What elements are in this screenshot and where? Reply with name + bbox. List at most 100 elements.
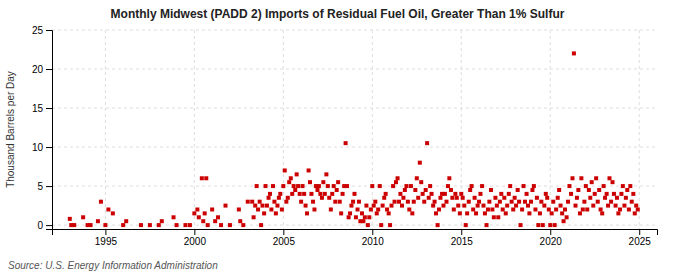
point [433, 200, 437, 204]
point [363, 215, 367, 219]
axis-line [53, 230, 658, 236]
point [72, 223, 76, 227]
point [262, 211, 266, 215]
point [444, 200, 448, 204]
point [581, 207, 585, 211]
point [341, 192, 345, 196]
point [99, 200, 103, 204]
point [557, 188, 561, 192]
point [413, 188, 417, 192]
point [274, 211, 278, 215]
point [393, 200, 397, 204]
point [529, 200, 533, 204]
point [264, 184, 268, 188]
point [311, 200, 315, 204]
point [103, 223, 107, 227]
point [354, 215, 358, 219]
point [299, 200, 303, 204]
point [612, 192, 616, 196]
point [384, 192, 388, 196]
point [160, 219, 164, 223]
point [309, 192, 313, 196]
point [501, 207, 505, 211]
grid-line-y [52, 30, 657, 31]
point [360, 211, 364, 215]
point [237, 207, 241, 211]
point [431, 204, 435, 208]
point [478, 192, 482, 196]
point [590, 180, 594, 184]
point [523, 200, 527, 204]
point [200, 176, 204, 180]
point [438, 196, 442, 200]
point [419, 180, 423, 184]
point [492, 215, 496, 219]
point [593, 192, 597, 196]
point [541, 223, 545, 227]
point [307, 168, 311, 172]
tick-mark [46, 147, 52, 148]
point [560, 211, 564, 215]
point [565, 215, 569, 219]
point [522, 184, 526, 188]
point [525, 192, 529, 196]
point [621, 184, 625, 188]
point [461, 196, 465, 200]
point [267, 196, 271, 200]
point [271, 184, 275, 188]
point [606, 204, 610, 208]
point [272, 200, 276, 204]
tick-mark [639, 229, 640, 235]
point [428, 184, 432, 188]
point [600, 211, 604, 215]
grid-line-y [52, 147, 657, 148]
point [68, 217, 72, 221]
tick-mark [46, 225, 52, 226]
point [344, 141, 348, 145]
point [511, 207, 515, 211]
point [373, 200, 377, 204]
point [361, 219, 365, 223]
point [241, 223, 245, 227]
point [490, 207, 494, 211]
point [81, 215, 85, 219]
point [318, 192, 322, 196]
point [265, 204, 269, 208]
point [477, 200, 481, 204]
point [569, 192, 573, 196]
point [630, 200, 634, 204]
chart-container: 19952000200520102015202020250510152025Mo… [0, 0, 675, 275]
point [345, 184, 349, 188]
point [228, 223, 232, 227]
point [437, 207, 441, 211]
point [416, 196, 420, 200]
point [246, 200, 250, 204]
point [96, 219, 100, 223]
point [269, 207, 273, 211]
y-axis-label: Thousand Barrels per Day [5, 71, 16, 188]
point [542, 204, 546, 208]
point [449, 188, 453, 192]
point [611, 180, 615, 184]
point [213, 219, 217, 223]
point [382, 196, 386, 200]
point [579, 176, 583, 180]
point [633, 211, 637, 215]
point [324, 172, 328, 176]
point [456, 204, 460, 208]
tick-mark [550, 229, 551, 235]
point [627, 207, 631, 211]
point [223, 204, 227, 208]
point [275, 204, 279, 208]
point [533, 207, 537, 211]
point [576, 188, 580, 192]
point [487, 200, 491, 204]
point [320, 196, 324, 200]
point [404, 184, 408, 188]
point [111, 211, 115, 215]
grid-line-y [52, 69, 657, 70]
point [473, 196, 477, 200]
point [517, 200, 521, 204]
point [398, 192, 402, 196]
tick-label: 2025 [629, 236, 652, 247]
